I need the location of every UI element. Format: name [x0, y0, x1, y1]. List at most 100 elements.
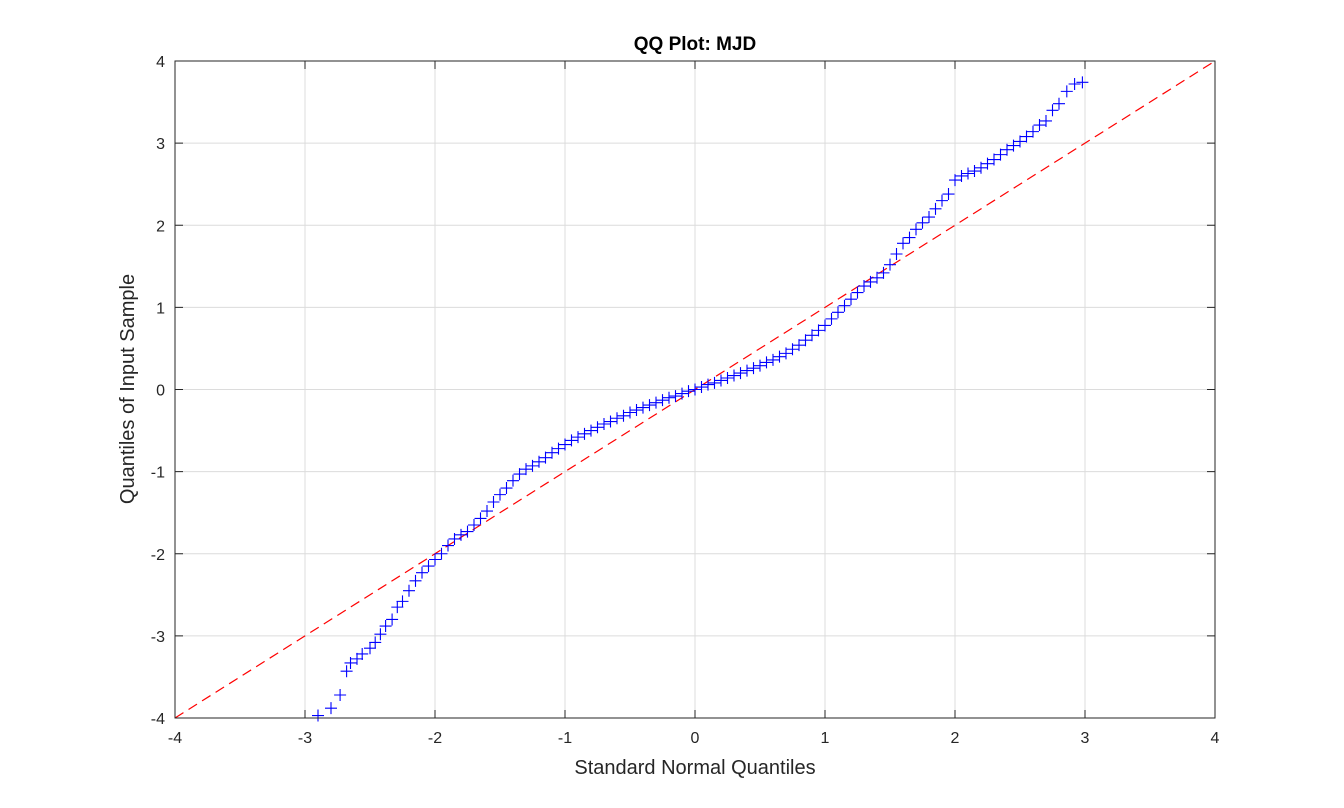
data-point — [955, 169, 968, 182]
data-point — [806, 329, 818, 342]
x-tick-label: -3 — [298, 730, 312, 747]
data-point — [435, 547, 448, 560]
x-tick-label: 3 — [1081, 730, 1090, 747]
data-point — [838, 299, 851, 312]
data-point — [591, 421, 604, 434]
y-tick-label: -3 — [151, 629, 165, 646]
data-point — [552, 442, 565, 455]
x-tick-label: -1 — [558, 730, 572, 747]
data-point — [858, 280, 870, 293]
data-point — [533, 455, 545, 468]
y-tick-label: 2 — [156, 218, 165, 235]
data-point — [442, 539, 454, 552]
x-tick-label: 1 — [821, 730, 830, 747]
data-point — [559, 438, 571, 451]
data-point — [396, 595, 409, 608]
grid-lines — [174, 60, 1216, 719]
data-point — [767, 353, 779, 366]
data-point — [877, 266, 890, 279]
data-point — [793, 339, 805, 352]
data-point — [695, 381, 708, 394]
y-tick-label: 0 — [156, 383, 165, 400]
data-point — [799, 334, 812, 347]
data-point — [747, 362, 760, 375]
data-point — [1001, 143, 1013, 156]
data-point — [481, 505, 493, 518]
data-point — [845, 293, 857, 306]
data-point — [391, 601, 404, 614]
data-point — [897, 237, 909, 250]
data-point — [975, 161, 987, 174]
data-point — [721, 372, 734, 385]
data-point — [741, 364, 753, 377]
data-point — [988, 153, 1000, 166]
data-point — [819, 319, 831, 332]
data-point — [513, 468, 526, 481]
y-tick-label: -1 — [151, 465, 165, 482]
x-axis-label: Standard Normal Quantiles — [574, 757, 815, 779]
data-point — [715, 374, 727, 387]
data-point — [708, 376, 721, 389]
data-point — [942, 188, 955, 201]
data-point — [851, 286, 864, 299]
data-point — [1068, 77, 1081, 90]
data-point — [968, 165, 981, 178]
data-point — [786, 343, 799, 356]
data-point — [344, 656, 357, 669]
tick-marks — [174, 60, 1216, 719]
data-point — [936, 194, 948, 207]
data-point — [351, 652, 363, 665]
data-point — [630, 404, 643, 417]
data-point — [650, 396, 662, 409]
data-point — [832, 306, 844, 319]
data-point — [702, 378, 714, 391]
data-point — [611, 412, 623, 425]
data-point — [429, 553, 441, 566]
data-point — [369, 636, 382, 649]
data-point — [624, 406, 636, 419]
data-point — [598, 417, 610, 430]
data-point — [461, 525, 474, 538]
y-tick-label: 1 — [156, 300, 165, 317]
data-point — [637, 401, 649, 414]
data-point — [1020, 130, 1033, 143]
data-point — [356, 647, 369, 660]
data-point — [604, 415, 617, 428]
data-point — [754, 359, 766, 372]
x-tick-label: -4 — [168, 730, 182, 747]
data-point — [1076, 76, 1089, 89]
data-point — [689, 383, 701, 396]
data-point — [474, 512, 487, 525]
data-point — [682, 385, 695, 398]
y-tick-label: 3 — [156, 136, 165, 153]
data-point — [340, 665, 353, 678]
data-point — [487, 496, 500, 509]
data-point — [572, 431, 584, 444]
data-point — [923, 211, 935, 224]
data-point — [643, 399, 656, 412]
data-point — [585, 424, 597, 437]
data-point — [578, 427, 591, 440]
data-point — [520, 463, 532, 476]
data-point — [468, 519, 480, 532]
x-tick-label: 2 — [951, 730, 960, 747]
y-tick-label: 4 — [156, 54, 165, 71]
data-point — [364, 642, 376, 655]
data-point — [546, 446, 558, 459]
data-point — [422, 560, 435, 573]
data-point — [1014, 135, 1026, 148]
data-point — [760, 356, 773, 369]
y-tick-label: -2 — [151, 547, 165, 564]
data-point — [669, 390, 682, 403]
data-point — [825, 312, 838, 325]
data-point — [379, 620, 392, 633]
data-point — [981, 157, 994, 170]
data-point — [994, 148, 1007, 161]
data-point — [500, 482, 513, 495]
data-point — [374, 628, 387, 641]
data-points-layer — [312, 76, 1089, 722]
data-point — [1053, 97, 1065, 110]
data-point — [1046, 104, 1059, 117]
y-tick-labels: -4 -3 -2 -1 0 1 2 3 4 — [151, 54, 165, 728]
